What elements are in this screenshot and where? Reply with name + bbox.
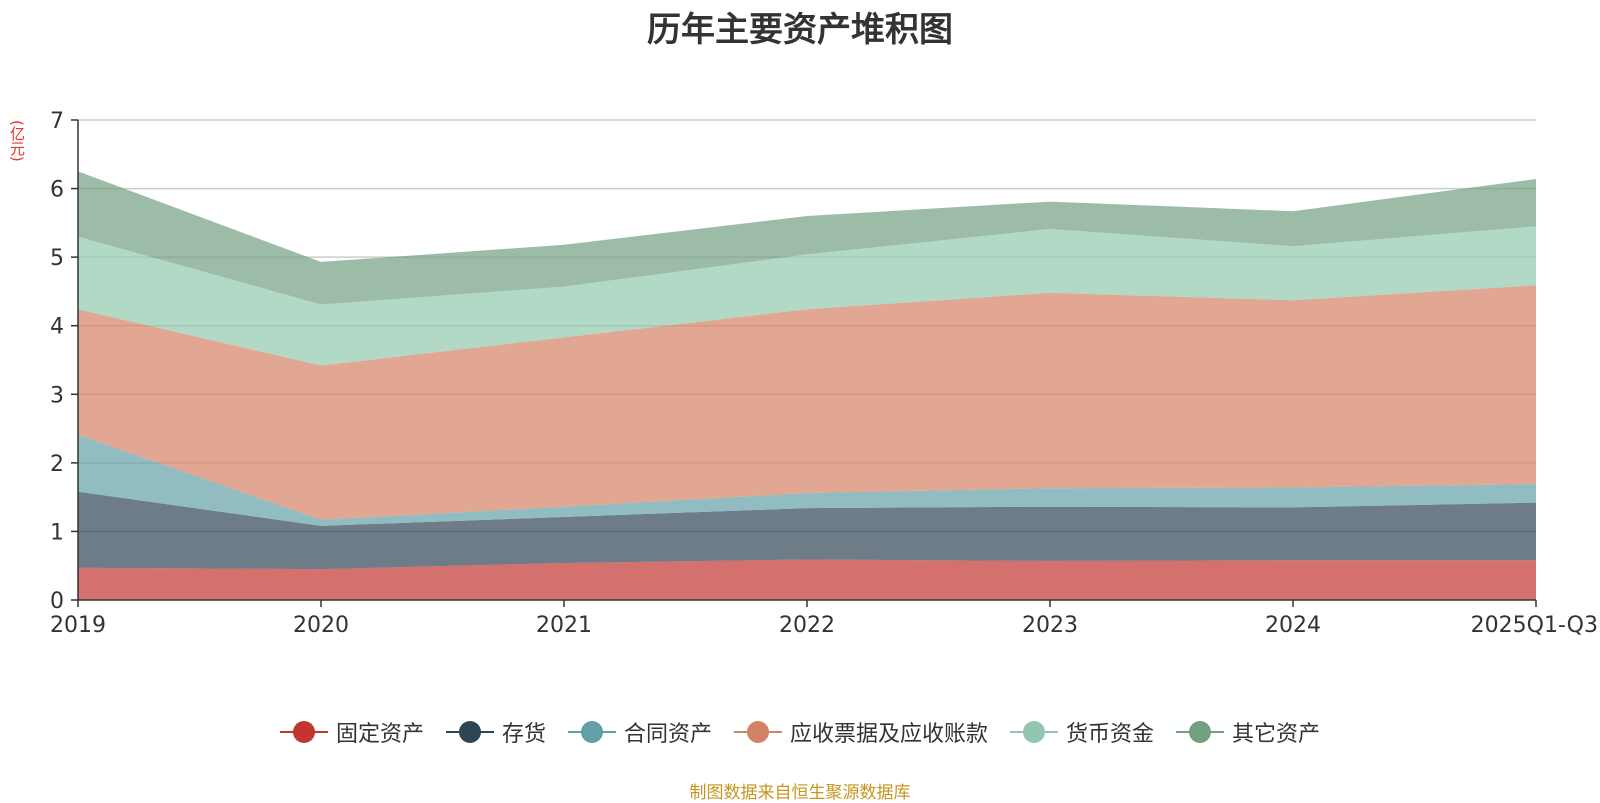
area-series-2 (78, 491, 1536, 570)
area-series-1 (78, 559, 1536, 600)
x-tick-label: 2024 (1265, 613, 1321, 638)
legend-item-5[interactable]: 货币资金 (1010, 716, 1154, 748)
legend-marker-icon (567, 720, 616, 744)
x-tick-label: 2022 (779, 613, 835, 638)
area-series-5 (78, 226, 1536, 366)
legend: 固定资产 存货 合同资产 应收票据及应收账款 货币资金 其它资产 (0, 716, 1600, 748)
y-tick-label: 0 (50, 589, 64, 614)
x-tick-label: 2020 (293, 613, 349, 638)
y-tick-label: 4 (50, 315, 64, 340)
x-tick-label: 2023 (1022, 613, 1078, 638)
legend-label: 其它资产 (1232, 722, 1321, 747)
legend-item-6[interactable]: 其它资产 (1176, 716, 1320, 748)
x-tick-label: 2019 (50, 613, 106, 638)
legend-marker-icon (1010, 720, 1059, 744)
area-series-4 (78, 285, 1536, 520)
legend-item-1[interactable]: 固定资产 (279, 716, 424, 748)
y-axis-unit-label: (亿元) (8, 120, 26, 162)
legend-label: 存货 (501, 722, 546, 747)
legend-marker-icon (279, 720, 328, 744)
axes: 0 1 2 3 4 5 6 7 2019 2020 2021 2022 2023 2024 2025Q1-Q… (50, 109, 1598, 638)
legend-label: 固定资产 (335, 722, 424, 747)
y-tick-label: 7 (50, 109, 64, 134)
y-tick-label: 2 (50, 452, 64, 477)
y-tick-label: 3 (50, 383, 64, 408)
y-tick-label: 5 (50, 246, 64, 271)
legend-label: 货币资金 (1066, 722, 1155, 747)
legend-marker-icon (445, 720, 494, 744)
chart-title: 历年主要资产堆积图 (647, 10, 953, 50)
legend-item-3[interactable]: 合同资产 (567, 716, 712, 748)
legend-item-2[interactable]: 存货 (445, 716, 546, 748)
x-tick-label: 2021 (536, 613, 592, 638)
area-series-group (78, 171, 1536, 600)
legend-item-4[interactable]: 应收票据及应收账款 (734, 716, 988, 748)
y-tick-label: 6 (50, 178, 64, 203)
legend-label: 合同资产 (623, 722, 712, 747)
y-tick-label: 1 (50, 520, 64, 545)
legend-label: 应收票据及应收账款 (790, 722, 989, 747)
legend-marker-icon (734, 720, 782, 744)
area-series-3 (78, 434, 1536, 526)
legend-marker-icon (1176, 720, 1225, 744)
x-tick-label: 2025Q1-Q3 (1471, 613, 1598, 638)
source-note: 制图数据来自恒生聚源数据库 (689, 783, 911, 803)
area-series-6 (78, 171, 1536, 305)
